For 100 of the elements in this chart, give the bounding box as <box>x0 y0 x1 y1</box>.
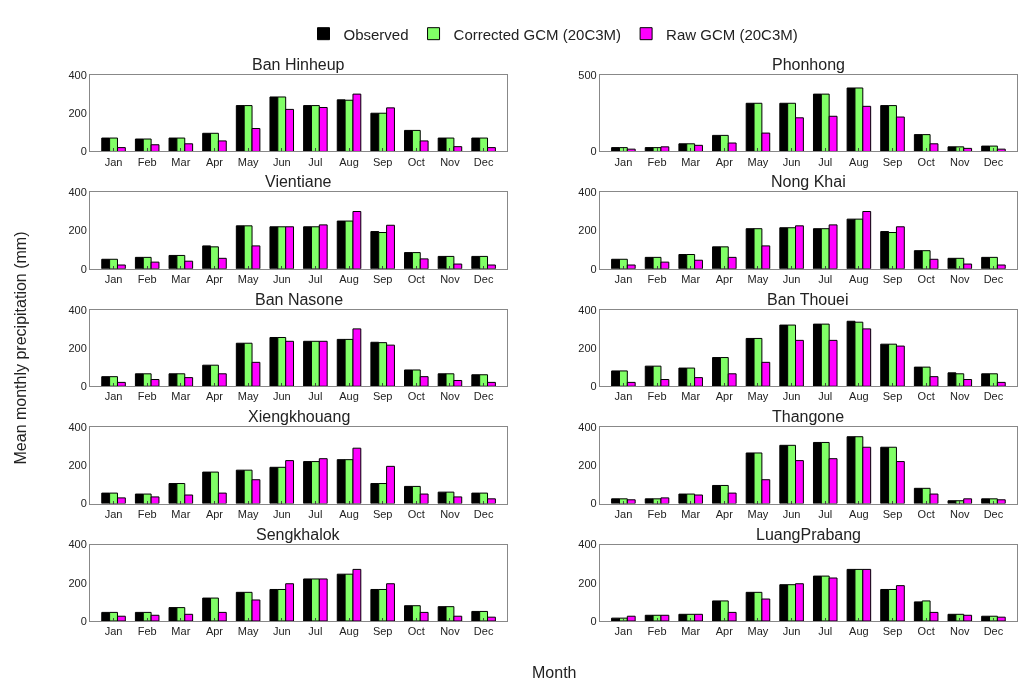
x-tick-label: Jan <box>614 273 633 286</box>
y-tick-label: 400 <box>578 303 597 316</box>
x-tick-label: Jun <box>782 273 801 286</box>
chart-title: Ban Thouei <box>767 291 849 308</box>
y-tick-label: 400 <box>68 303 87 316</box>
x-tick-label: Nov <box>440 507 461 520</box>
x-tick-label: Jun <box>272 507 291 520</box>
y-tick-label: 200 <box>578 576 597 589</box>
x-tick-label: Apr <box>715 507 734 520</box>
x-tick-label: Feb <box>647 155 667 168</box>
x-tick-label: Oct <box>407 273 425 286</box>
x-tick-label: May <box>747 273 769 286</box>
x-tick-label: May <box>747 390 769 403</box>
x-tick-label: Oct <box>917 273 935 286</box>
x-tick-label: Nov <box>950 390 971 403</box>
x-tick-label: Mar <box>171 390 191 403</box>
x-tick-label: Sep <box>372 390 393 403</box>
x-tick-label: Jul <box>308 507 323 520</box>
y-tick-label: 200 <box>68 341 87 354</box>
x-tick-label: Sep <box>372 625 393 638</box>
x-tick-label: May <box>747 155 769 168</box>
x-tick-label: Mar <box>681 625 701 638</box>
x-tick-label: Oct <box>407 507 425 520</box>
x-tick-label: Jun <box>272 155 291 168</box>
y-tick-label: 200 <box>578 341 597 354</box>
y-tick-label: 400 <box>578 538 597 551</box>
x-tick-label: Nov <box>440 625 461 638</box>
x-tick-label: Nov <box>950 625 971 638</box>
x-tick-label: Feb <box>137 625 157 638</box>
x-tick-label: Dec <box>983 155 1004 168</box>
x-tick-label: Sep <box>372 273 393 286</box>
x-tick-label: Aug <box>849 390 869 403</box>
x-tick-label: Aug <box>339 625 359 638</box>
chart-title: Ban Nasone <box>255 291 344 308</box>
x-tick-label: Aug <box>339 507 359 520</box>
x-tick-label: Aug <box>849 507 869 520</box>
x-tick-label: Dec <box>473 273 494 286</box>
x-tick-label: Sep <box>882 390 903 403</box>
x-tick-label: Oct <box>407 390 425 403</box>
x-tick-label: Jul <box>308 625 323 638</box>
x-tick-label: Feb <box>137 390 157 403</box>
y-axis-title: Mean monthly precipitation (mm) <box>12 231 30 465</box>
x-tick-label: Jan <box>104 507 123 520</box>
x-tick-label: Aug <box>339 273 359 286</box>
x-tick-label: Feb <box>647 273 667 286</box>
x-tick-label: Mar <box>681 390 701 403</box>
x-tick-label: Apr <box>205 273 224 286</box>
x-tick-label: Dec <box>473 625 494 638</box>
x-tick-label: Jun <box>782 390 801 403</box>
y-tick-label: 0 <box>80 145 87 158</box>
x-tick-label: Mar <box>681 273 701 286</box>
x-tick-label: Jun <box>782 155 801 168</box>
x-tick-label: Jan <box>104 625 123 638</box>
y-tick-label: 0 <box>590 145 597 158</box>
y-tick-label: 400 <box>578 186 597 199</box>
x-tick-label: May <box>747 625 769 638</box>
x-tick-label: Feb <box>137 155 157 168</box>
x-tick-label: Dec <box>983 273 1004 286</box>
x-tick-label: Aug <box>339 390 359 403</box>
x-tick-label: Jun <box>272 625 291 638</box>
x-tick-label: Jul <box>308 390 323 403</box>
x-tick-label: Aug <box>849 155 869 168</box>
y-tick-label: 0 <box>80 262 87 275</box>
x-tick-label: Jan <box>614 507 633 520</box>
x-tick-label: Nov <box>950 155 971 168</box>
y-tick-label: 200 <box>68 107 87 120</box>
x-tick-label: Jun <box>272 390 291 403</box>
x-tick-label: Apr <box>715 625 734 638</box>
y-tick-label: 200 <box>578 224 597 237</box>
chart-title: Vientiane <box>265 173 332 190</box>
x-tick-label: Dec <box>983 507 1004 520</box>
x-tick-label: Sep <box>882 155 903 168</box>
x-tick-label: Aug <box>849 273 869 286</box>
x-tick-label: Jan <box>614 155 633 168</box>
x-tick-label: Dec <box>473 507 494 520</box>
x-tick-label: Mar <box>681 507 701 520</box>
legend-label: Observed <box>343 25 409 43</box>
x-tick-label: Mar <box>681 155 701 168</box>
x-tick-label: Feb <box>137 507 157 520</box>
legend-label: Corrected GCM (20C3M) <box>453 25 622 43</box>
y-tick-label: 0 <box>590 262 597 275</box>
x-tick-label: Aug <box>849 625 869 638</box>
x-tick-label: Jul <box>818 155 833 168</box>
x-tick-label: Oct <box>407 155 425 168</box>
x-tick-label: Jan <box>614 625 633 638</box>
x-tick-label: Sep <box>882 507 903 520</box>
x-tick-label: Apr <box>205 390 224 403</box>
x-tick-label: Feb <box>647 625 667 638</box>
x-tick-label: Oct <box>917 155 935 168</box>
x-tick-label: Jan <box>104 273 123 286</box>
y-tick-label: 200 <box>68 459 87 472</box>
chart-title: Phonhong <box>772 56 845 73</box>
y-tick-label: 200 <box>68 576 87 589</box>
y-tick-label: 0 <box>590 614 597 627</box>
x-tick-label: Nov <box>440 390 461 403</box>
y-tick-label: 200 <box>68 224 87 237</box>
x-tick-label: Nov <box>950 507 971 520</box>
y-tick-label: 0 <box>80 614 87 627</box>
y-tick-label: 0 <box>80 497 87 510</box>
x-tick-label: Mar <box>171 273 191 286</box>
